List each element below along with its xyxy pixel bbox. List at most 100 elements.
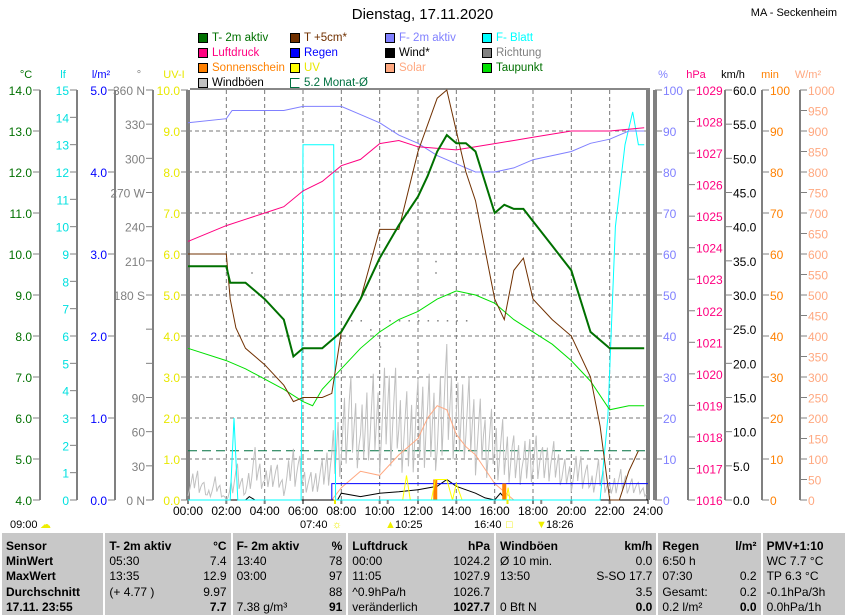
axis-tick-label: 4.0 [15,494,32,508]
table-header-cell: T- 2m aktiv [103,533,192,553]
series-richtung-point [370,329,372,331]
legend-label: Regen [304,47,338,59]
axis-tick-label: 14.0 [9,84,33,98]
axis-tick-label: 1022 [696,305,723,319]
legend-swatch [385,33,395,43]
axis-tick-label: 12 [56,166,70,180]
moonset-time: 18:26 [546,519,574,531]
legend-item: Taupunkt [482,61,562,75]
legend-swatch [482,63,492,73]
axis-tick-label: 20 [770,412,784,426]
table-cell: 0.2 [739,584,757,599]
axis-tick-label: 3.0 [90,248,107,262]
legend-item: F- Blatt [482,31,562,45]
axis-tick-label: 1017 [696,462,723,476]
axis-tick-label: 5.0 [90,84,107,98]
axis-tick-label: 450 [808,310,828,324]
x-tick-label: 14:00 [441,504,471,518]
series-solar-line [188,405,648,501]
series-f-2m-aktiv-line [187,105,645,173]
axis-tick-label: 1018 [696,431,723,445]
legend-swatch [198,33,208,43]
table-cell [230,584,320,600]
table-row: Sensor T- 2m aktiv °C F- 2m aktiv% Luftdruck… [0,533,845,553]
table-cell: 0.2 l/m² [656,599,725,615]
axis-tick-label: 2.0 [163,412,180,426]
series-richtung-point [427,320,430,322]
legend-item: UV [290,61,385,75]
axis-tick-label: 6.0 [163,248,180,262]
moonset-icon: ▼ [536,519,547,531]
x-tick-label: 02:00 [211,504,241,518]
axis-tick-label: 14 [56,111,70,125]
axis-tick-label: 5.0 [15,453,32,467]
x-tick-label: 12:00 [403,504,433,518]
x-tick-label: 20:00 [556,504,586,518]
series-t-2m-aktiv-line [188,133,645,359]
x-tick-label: 10:00 [365,504,395,518]
sunrise-time: 07:40 [300,519,328,531]
weather-time: 09:00 [10,519,38,531]
axis-unit-lf: lf [60,69,66,81]
axis-tick-label: 10.0 [9,248,33,262]
axis-tick-label: 800 [808,166,828,180]
axis-tick-label: 300 [808,371,828,385]
table-cell [724,553,761,569]
table-cell: 0.0 [635,553,653,568]
axis-tick-label: 30 [132,460,146,474]
axis-tick-label: 45.0 [733,187,757,201]
legend-label: T +5cm* [304,32,347,44]
axis-tick-label: 40 [770,330,784,344]
legend-label: Windböen [212,77,264,89]
series-regen-line [331,483,648,500]
legend-swatch [198,48,208,58]
legend-label: UV [304,62,320,74]
axis-tick-label: 300 [125,152,145,166]
axis-tick-label: 330 [125,118,145,132]
axis-tick-label: 1028 [696,116,723,130]
series-luftdruck-line [187,127,645,242]
axis-tick-label: 70 [770,207,784,221]
legend-swatch [290,33,300,43]
table-cell: 0.0 [739,600,757,615]
axis-tick-label: 12.0 [9,166,33,180]
table-cell: Durchschnitt [0,584,105,600]
axis-tick-label: 50 [663,289,677,303]
axis-tick-label: 4.0 [90,166,107,180]
table-cell: 11:05 [346,568,439,584]
table-cell: 17.11. 23:55 [0,599,105,615]
table-cell: (+ 4.77 ) [103,584,192,600]
axis-tick-label: 1 [62,467,69,481]
series-richtung-point [389,320,391,322]
axis-tick-label: 7.0 [15,371,32,385]
table-cell: 3.5 [635,584,653,599]
table-cell: 6:50 h [656,553,725,569]
axis-tick-label: 90 [663,125,677,139]
axis-unit-press: hPa [686,69,706,81]
axis-tick-label: 4.0 [163,330,180,344]
axis-tick-label: 200 [808,412,828,426]
legend-label: Taupunkt [496,62,543,74]
axis-tick-label: 10 [770,453,784,467]
axis-unit-solar: W/m² [795,69,822,81]
series-t-5cm--line [188,89,639,501]
x-tick-label: 04:00 [250,504,280,518]
table-header-cell: l/m² [735,539,757,553]
legend-label: 5.2 Monat-Ø [304,77,368,89]
series-richtung-point [408,320,410,322]
table-cell: 97 [328,569,343,584]
axis-tick-label: 1000 [808,84,835,98]
axis-tick-label: 360 N [113,84,145,98]
axis-tick-label: 40 [663,330,677,344]
axis-tick-label: 650 [808,228,828,242]
axis-tick-label: 8.0 [15,330,32,344]
axis-tick-label: 750 [808,187,828,201]
axis-tick-label: 30.0 [733,289,757,303]
legend-swatch [290,78,300,88]
axis-tick-label: 500 [808,289,828,303]
axis-tick-label: 50.0 [733,152,757,166]
axis-tick-label: 30 [663,371,677,385]
x-tick-label: 16:00 [480,504,510,518]
table-header-cell: % [331,539,343,553]
axis-tick-label: 90 [770,125,784,139]
